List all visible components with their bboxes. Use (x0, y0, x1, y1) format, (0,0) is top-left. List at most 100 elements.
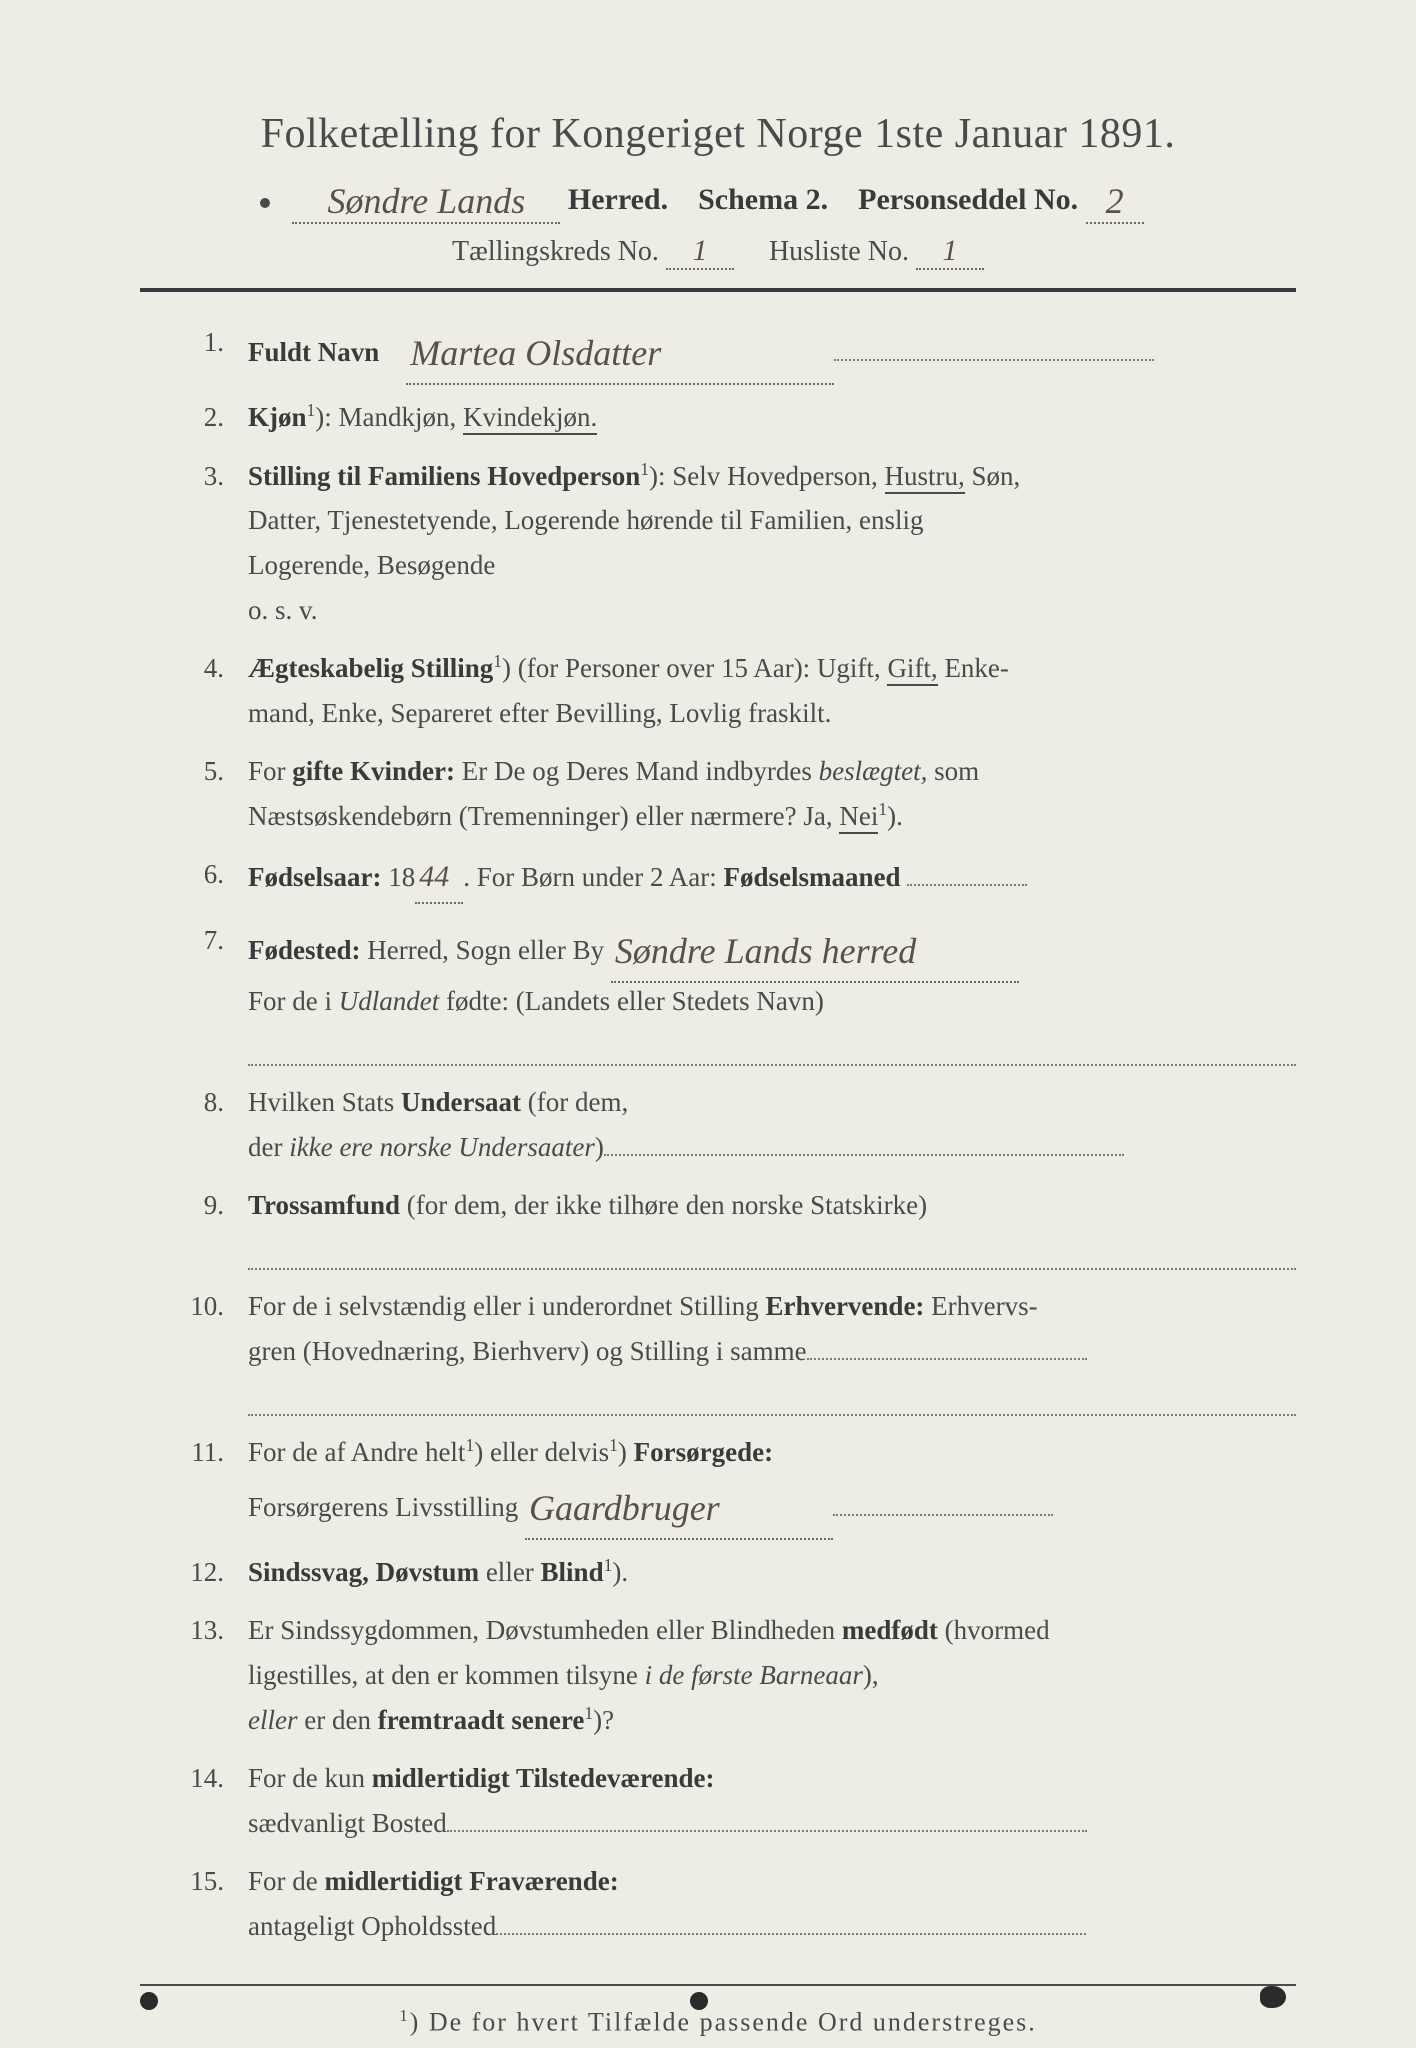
cont: sædvanligt Bosted (248, 1801, 1296, 1846)
cont: Næstsøskendebørn (Tremenninger) eller næ… (248, 794, 1296, 839)
cont2-bold: fremtraadt senere (378, 1705, 585, 1735)
mid: ) eller delvis (474, 1437, 609, 1467)
label: midlertidigt Fraværende: (325, 1866, 619, 1896)
schema-label: Schema 2. (698, 183, 828, 216)
item-8: 8. Hvilken Stats Undersaat (for dem, der… (160, 1080, 1296, 1169)
pre: Er Sindssygdommen, Døvstumheden eller Bl… (248, 1615, 842, 1645)
item-body: Trossamfund (for dem, der ikke tilhøre d… (248, 1183, 1296, 1270)
item-num: 13. (160, 1608, 248, 1742)
kreds-line: Tællingskreds No. 1 Husliste No. 1 (140, 234, 1296, 270)
item-body: Kjøn1): Mandkjøn, Kvindekjøn. (248, 395, 1296, 440)
item-num: 5. (160, 749, 248, 838)
item-num: 10. (160, 1284, 248, 1416)
form-title: Folketælling for Kongeriget Norge 1ste J… (140, 110, 1296, 158)
cont-pre: der (248, 1132, 289, 1162)
pre: For de (248, 1866, 325, 1896)
sup: 1 (307, 400, 316, 420)
birthplace-handwritten: Søndre Lands herred (611, 922, 1019, 983)
cont: o. s. v. (248, 588, 1296, 633)
punch-hole-icon (1260, 1986, 1286, 2008)
item-num: 4. (160, 646, 248, 735)
footer-rule (140, 1984, 1296, 1986)
item-body: Hvilken Stats Undersaat (for dem, der ik… (248, 1080, 1296, 1169)
item-num: 9. (160, 1183, 248, 1270)
cont2-mid: er den (297, 1705, 377, 1735)
dotted-blank (248, 1024, 1296, 1067)
label: Fødested: (248, 935, 360, 965)
item-body: For de i selvstændig eller i underordnet… (248, 1284, 1296, 1416)
item-num: 11. (160, 1430, 248, 1536)
personseddel-no: 2 (1086, 180, 1144, 224)
census-form-page: Folketælling for Kongeriget Norge 1ste J… (0, 0, 1416, 2048)
item-body: Ægteskabelig Stilling1) (for Personer ov… (248, 646, 1296, 735)
cont: ligestilles, at den er kommen tilsyne i … (248, 1653, 1296, 1698)
cont: mand, Enke, Separeret efter Bevilling, L… (248, 691, 1296, 736)
label: Fødselsaar: (248, 862, 381, 892)
cont: der ikke ere norske Undersaater) (248, 1125, 1296, 1170)
item-body: For de kun midlertidigt Tilstedeværende:… (248, 1756, 1296, 1845)
italic: beslægtet, (819, 756, 928, 786)
cont-italic: i de første Barneaar (645, 1660, 863, 1690)
text: (hvormed (938, 1615, 1050, 1645)
cont2: eller er den fremtraadt senere1)? (248, 1698, 1296, 1743)
text: (for dem, der ikke tilhøre den norske St… (400, 1190, 927, 1220)
item-num: 15. (160, 1859, 248, 1948)
dotted-blank (248, 1373, 1296, 1416)
husliste-no: 1 (916, 234, 984, 270)
item-body: For de midlertidigt Fraværende: antageli… (248, 1859, 1296, 1948)
tail: ). (612, 1557, 628, 1587)
text: ): Selv Hovedperson, (649, 461, 884, 491)
item-body: Fødselsaar: 1844. For Børn under 2 Aar: … (248, 852, 1296, 904)
item-body: For de af Andre helt1) eller delvis1) Fo… (248, 1430, 1296, 1536)
cont-pre: ligestilles, at den er kommen tilsyne (248, 1660, 645, 1690)
label: gifte Kvinder: (292, 756, 455, 786)
label: Erhvervende: (765, 1291, 924, 1321)
cont-pre: For de i (248, 986, 339, 1016)
item-num: 14. (160, 1756, 248, 1845)
underlined: Kvindekjøn. (463, 402, 597, 435)
item-num: 6. (160, 852, 248, 904)
sup: 1 (493, 651, 502, 671)
cont-italic: Udlandet (339, 986, 440, 1016)
item-body: Er Sindssygdommen, Døvstumheden eller Bl… (248, 1608, 1296, 1742)
label2: Fødselsmaaned (723, 862, 900, 892)
herred-handwritten: Søndre Lands (292, 180, 560, 224)
provider-handwritten: Gaardbruger (525, 1479, 833, 1540)
label: Trossamfund (248, 1190, 400, 1220)
footnote-sup: 1 (399, 2006, 409, 2025)
cont-tail: fødte: (Landets eller Stedets Navn) (439, 986, 824, 1016)
label: midlertidigt Tilstedeværende: (372, 1763, 715, 1793)
mid: . For Børn under 2 Aar: (463, 862, 723, 892)
item-body: Fuldt Navn Martea Olsdatter (248, 320, 1296, 381)
text: 18 (381, 862, 415, 892)
item-num: 7. (160, 918, 248, 1066)
cont: Datter, Tjenestetyende, Logerende hørend… (248, 498, 1296, 543)
item-body: Stilling til Familiens Hovedperson1): Se… (248, 454, 1296, 632)
item-6: 6. Fødselsaar: 1844. For Børn under 2 Aa… (160, 852, 1296, 904)
form-header: Folketælling for Kongeriget Norge 1ste J… (140, 110, 1296, 270)
underlined: Gift, (887, 653, 937, 686)
label: Ægteskabelig Stilling (248, 653, 493, 683)
text: Erhvervs- (924, 1291, 1037, 1321)
sup: 1 (640, 459, 649, 479)
item-num: 1. (160, 320, 248, 381)
sup: 1 (584, 1703, 593, 1723)
cont: gren (Hovednæring, Bierhverv) og Stillin… (248, 1329, 1296, 1374)
item-12: 12. Sindssvag, Døvstum eller Blind1). (160, 1550, 1296, 1595)
items-list: 1. Fuldt Navn Martea Olsdatter 2. Kjøn1)… (140, 320, 1296, 1948)
personseddel-label: Personseddel No. (858, 183, 1078, 216)
item-num: 12. (160, 1550, 248, 1595)
pre: For de af Andre helt (248, 1437, 465, 1467)
header-rule (140, 288, 1296, 292)
cont: Forsørgerens Livsstilling Gaardbruger (248, 1475, 1296, 1536)
tail: som (927, 756, 979, 786)
tail: Enke- (938, 653, 1009, 683)
label: Undersaat (401, 1087, 521, 1117)
item-body: Sindssvag, Døvstum eller Blind1). (248, 1550, 1296, 1595)
item-15: 15. For de midlertidigt Fraværende: anta… (160, 1859, 1296, 1948)
text: Er De og Deres Mand indbyrdes (455, 756, 819, 786)
cont-underlined: Nei (839, 801, 878, 834)
item-num: 8. (160, 1080, 248, 1169)
cont: For de i Udlandet fødte: (Landets eller … (248, 979, 1296, 1024)
sup2: 1 (609, 1435, 618, 1455)
